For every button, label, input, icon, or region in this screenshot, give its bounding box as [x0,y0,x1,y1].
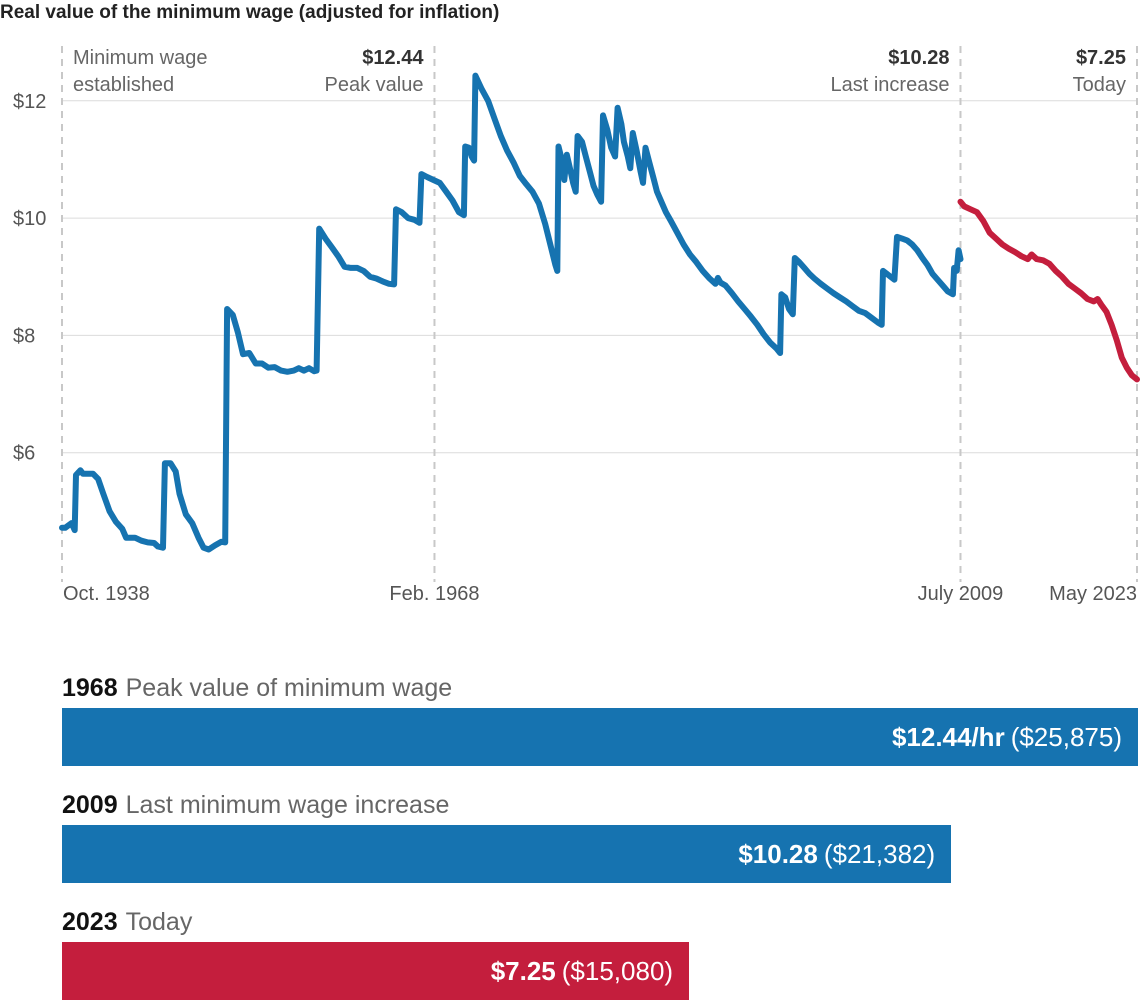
series-line [957,198,1140,383]
bar-year: 2009 [62,791,118,819]
line-layer [59,72,1140,553]
y-tick-label: $8 [13,325,35,347]
bar-amount: $7.25 [490,956,556,986]
bar-value-label: $10.28 ($21,382) [738,825,935,883]
bar-group: 2009 Last minimum wage increase $10.28 ($21… [62,789,952,883]
bar-value-label: $7.25 ($15,080) [491,942,673,1000]
bar-heading: 2009 Last minimum wage increase [62,789,951,821]
bar-group: 2023 Today $7.25 ($15,080) [62,906,690,1000]
series-line [59,72,964,553]
y-tick-label: $6 [13,443,35,465]
bar-amount: $10.28 [738,839,818,869]
annotation-layer: Minimum wage established $12.44 Peak value $… [61,46,1138,582]
bar-description: Last minimum wage increase [125,791,450,819]
grid-layer [62,100,1137,454]
annotation-value: $7.25 [1076,47,1126,69]
bar: $12.44/hr ($25,875) [62,708,1138,766]
bar-annual: ($15,080) [561,956,674,986]
bar-year: 2023 [62,908,118,936]
x-tick-label: July 2009 [918,583,1004,605]
y-tick-label: $10 [13,208,46,230]
x-tick-label: Feb. 1968 [389,583,479,605]
bar-description: Peak value of minimum wage [125,674,453,702]
chart-title: Real value of the minimum wage (adjusted… [0,2,500,23]
bar-description: Today [125,908,193,936]
x-tick-label: Oct. 1938 [63,583,150,605]
bar-heading: 1968 Peak value of minimum wage [62,672,1138,704]
bar: $7.25 ($15,080) [62,942,690,1000]
bar: $10.28 ($21,382) [62,825,952,883]
bar-heading: 2023 Today [62,906,689,938]
annotation-text: Minimum wage [73,47,207,69]
x-tick-label: May 2023 [1049,583,1137,605]
annotation-text: Last increase [831,74,950,96]
bar-annual: ($21,382) [823,839,936,869]
bar-annual: ($25,875) [1010,722,1122,752]
tick-layer: $6 $8 $10 $12 Oct. 1938 Feb. 1968 July 2009 May… [13,91,1137,605]
bar-group: 1968 Peak value of minimum wage $12.44/hr(… [62,672,1138,766]
y-tick-label: $12 [13,91,46,113]
bar-year: 1968 [62,674,118,702]
bar-amount: $12.44/hr [891,722,1005,752]
annotation-text: established [73,74,174,96]
annotation-text: Peak value [325,74,424,96]
bar-value-label: $12.44/hr ($25,875) [892,708,1122,766]
annotation-value: $12.44 [362,47,424,69]
annotation-text: Today [1073,74,1126,96]
annotation-value: $10.28 [888,47,949,69]
